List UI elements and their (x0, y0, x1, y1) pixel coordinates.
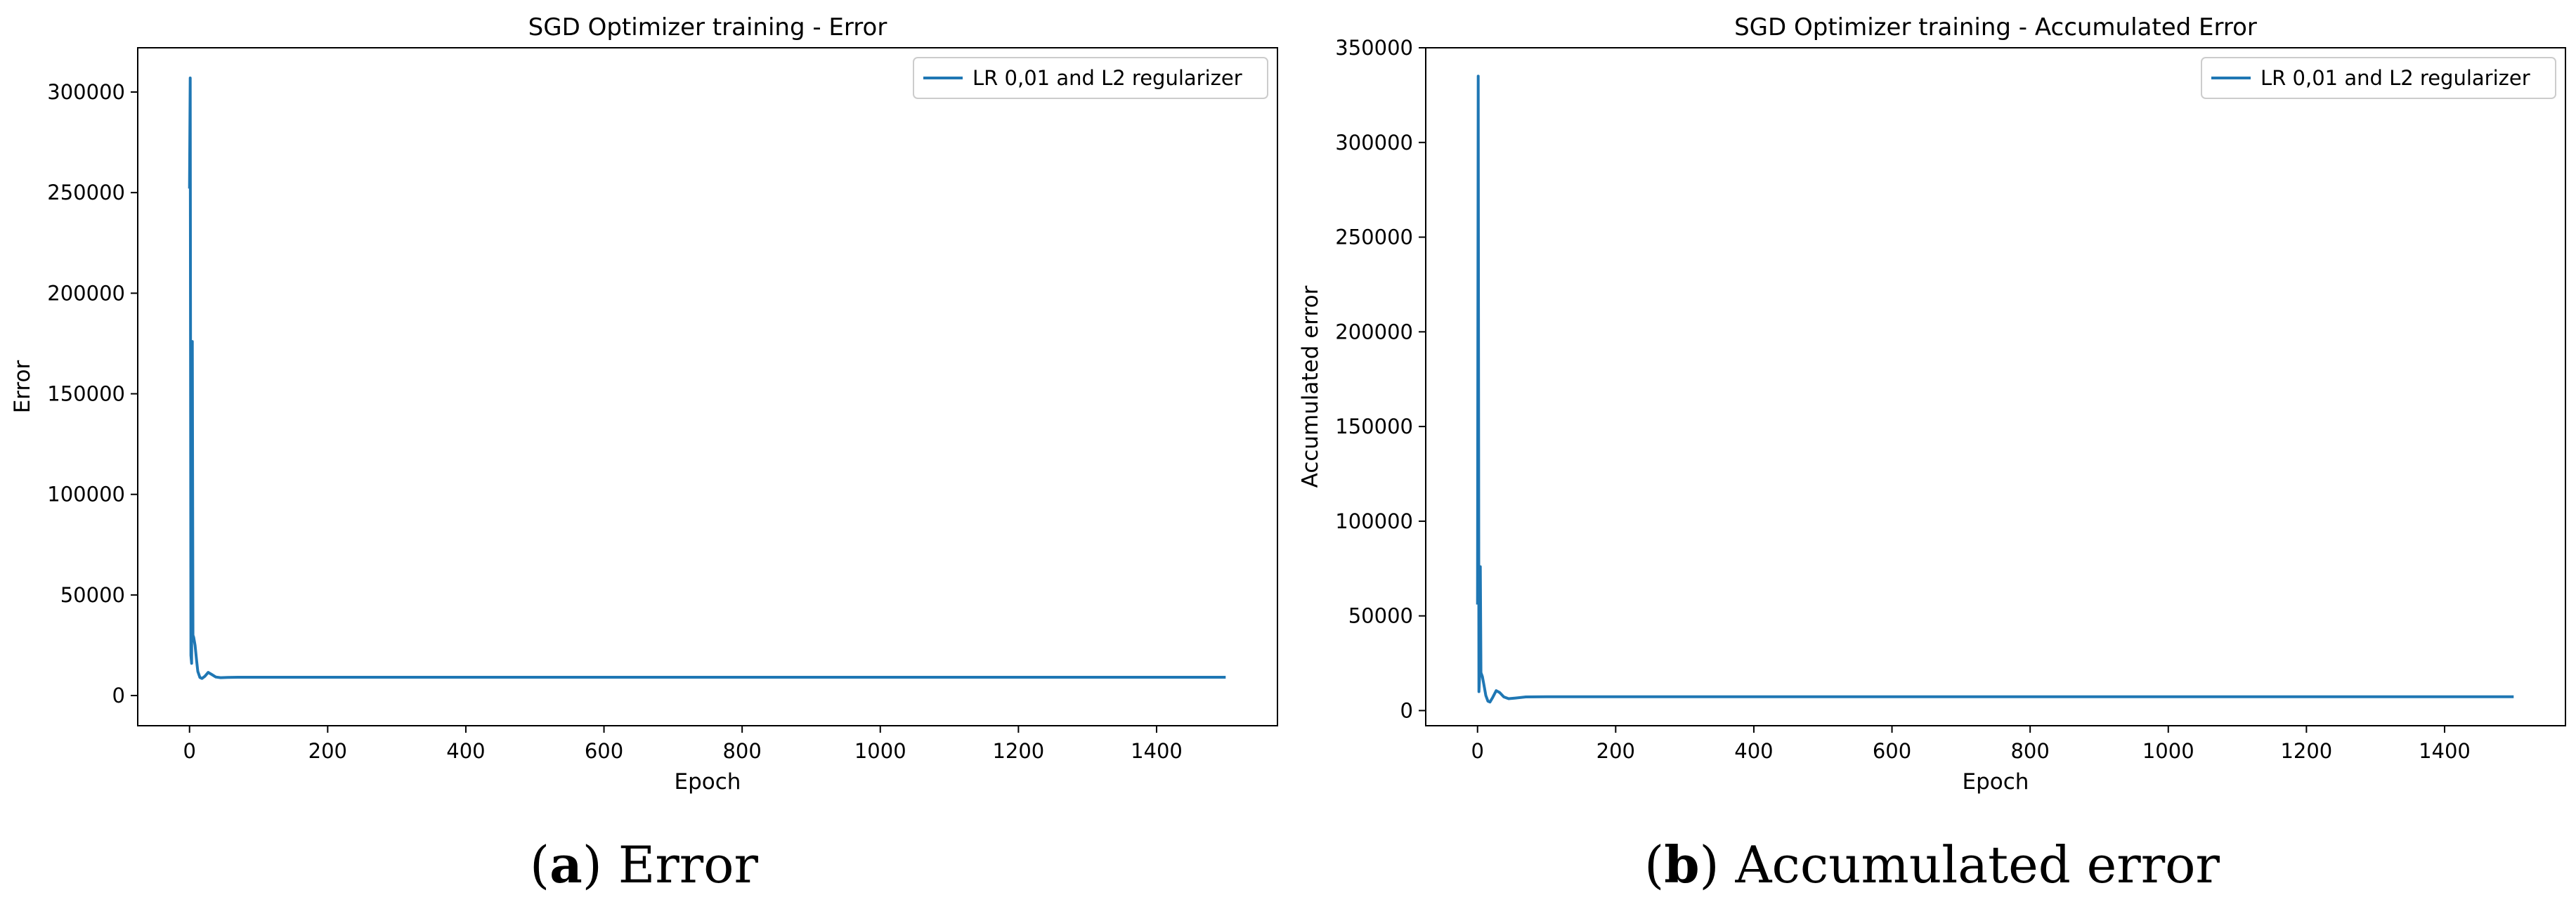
y-tick-label: 100000 (47, 483, 125, 507)
y-tick-label: 100000 (1335, 509, 1413, 533)
y-axis-label: Accumulated error (1298, 285, 1323, 488)
y-tick-label: 150000 (47, 382, 125, 406)
panel-accumulated-error: SGD Optimizer training - Accumulated Err… (1288, 0, 2576, 910)
y-axis-label: Error (10, 360, 35, 413)
x-tick-label: 0 (1471, 739, 1484, 763)
caption-error: (a) Error (530, 835, 758, 894)
x-tick-label: 600 (585, 739, 623, 763)
y-tick-label: 350000 (1335, 36, 1413, 60)
x-tick-label: 600 (1873, 739, 1911, 763)
x-tick-label: 200 (1596, 739, 1635, 763)
x-tick-label: 800 (2010, 739, 2049, 763)
chart-title: SGD Optimizer training - Accumulated Err… (1734, 13, 2257, 41)
y-tick-label: 150000 (1335, 414, 1413, 438)
legend-box (913, 57, 1268, 99)
x-tick-label: 400 (1734, 739, 1773, 763)
y-tick-label: 200000 (47, 281, 125, 305)
plot-frame (1425, 47, 2566, 726)
y-tick-label: 200000 (1335, 320, 1413, 344)
plot-frame (137, 47, 1278, 726)
x-axis-label: Epoch (1963, 769, 2029, 795)
caption-text: Accumulated error (1735, 835, 2220, 894)
y-tick-label: 250000 (47, 181, 125, 204)
legend-label: LR 0,01 and L2 regularizer (972, 66, 1242, 90)
y-tick-label: 0 (112, 684, 125, 707)
x-tick-label: 1200 (992, 739, 1044, 763)
series-line (1476, 74, 2514, 704)
panel-error: SGD Optimizer training - Error 0 200 400 600… (0, 0, 1288, 910)
x-tick-label: 1000 (2142, 739, 2194, 763)
x-tick-label: 1400 (2419, 739, 2471, 763)
y-tick-label: 50000 (1348, 604, 1413, 628)
caption-letter: a (549, 835, 583, 894)
x-tick-label: 1000 (854, 739, 906, 763)
x-tick-label: 800 (722, 739, 761, 763)
accumulated-error-chart: SGD Optimizer training - Accumulated Err… (1298, 13, 2566, 795)
x-tick-label: 200 (308, 739, 347, 763)
chart-title: SGD Optimizer training - Error (528, 13, 887, 41)
caption-accumulated-error: (b) Accumulated error (1644, 835, 2220, 894)
legend-box (2201, 57, 2556, 99)
x-tick-label: 400 (446, 739, 485, 763)
y-tick-label: 250000 (1335, 226, 1413, 249)
y-tick-label: 300000 (1335, 131, 1413, 155)
y-tick-label: 50000 (60, 583, 125, 607)
series-line (188, 77, 1226, 680)
error-chart: SGD Optimizer training - Error 0 200 400 600… (10, 13, 1278, 795)
x-tick-label: 0 (183, 739, 196, 763)
x-axis-label: Epoch (675, 769, 741, 795)
x-tick-label: 1400 (1131, 739, 1183, 763)
caption-text: Error (618, 835, 758, 894)
y-tick-label: 300000 (47, 80, 125, 104)
caption-letter: b (1664, 835, 1700, 894)
y-tick-label: 0 (1400, 698, 1413, 722)
legend-label: LR 0,01 and L2 regularizer (2260, 66, 2530, 90)
x-tick-label: 1200 (2280, 739, 2332, 763)
